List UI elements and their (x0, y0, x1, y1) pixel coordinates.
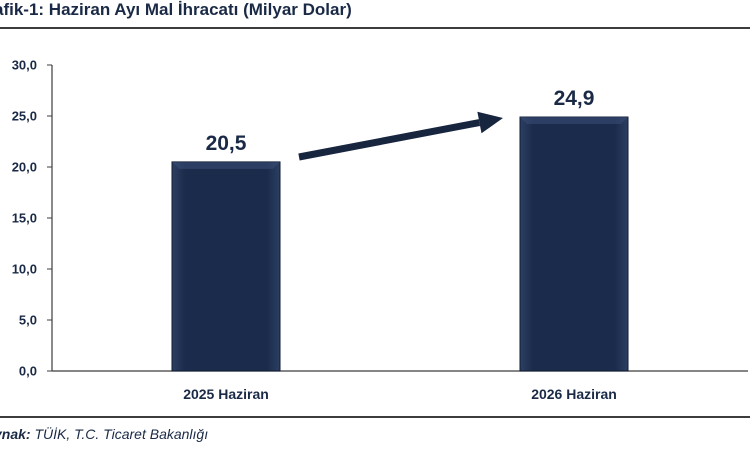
x-category-label: 2025 Haziran (183, 386, 269, 402)
bottom-divider (0, 416, 750, 418)
trend-arrow-shaft (298, 119, 481, 161)
bar-bevel (172, 161, 280, 169)
y-tick-label: 25,0 (12, 109, 37, 124)
source-label: ynak: (0, 426, 31, 442)
y-tick-label: 15,0 (12, 211, 37, 226)
trend-arrow-head (477, 111, 503, 134)
source-text: TÜİK, T.C. Ticaret Bakanlığı (30, 426, 209, 442)
x-category-label: 2026 Haziran (531, 386, 617, 402)
chart-title: afik-1: Haziran Ayı Mal İhracatı (Milyar… (0, 0, 352, 19)
bar-bevel (520, 117, 628, 125)
y-tick-label: 30,0 (12, 58, 37, 73)
data-label: 24,9 (554, 87, 595, 110)
y-tick-label: 10,0 (12, 262, 37, 277)
y-tick-label: 5,0 (19, 313, 37, 328)
y-tick-label: 0,0 (19, 364, 37, 379)
top-divider (0, 27, 750, 29)
data-label: 20,5 (206, 132, 247, 155)
bar (519, 116, 629, 372)
source-note: ynak: TÜİK, T.C. Ticaret Bakanlığı (0, 426, 208, 442)
bar (171, 161, 281, 372)
y-tick-label: 20,0 (12, 160, 37, 175)
